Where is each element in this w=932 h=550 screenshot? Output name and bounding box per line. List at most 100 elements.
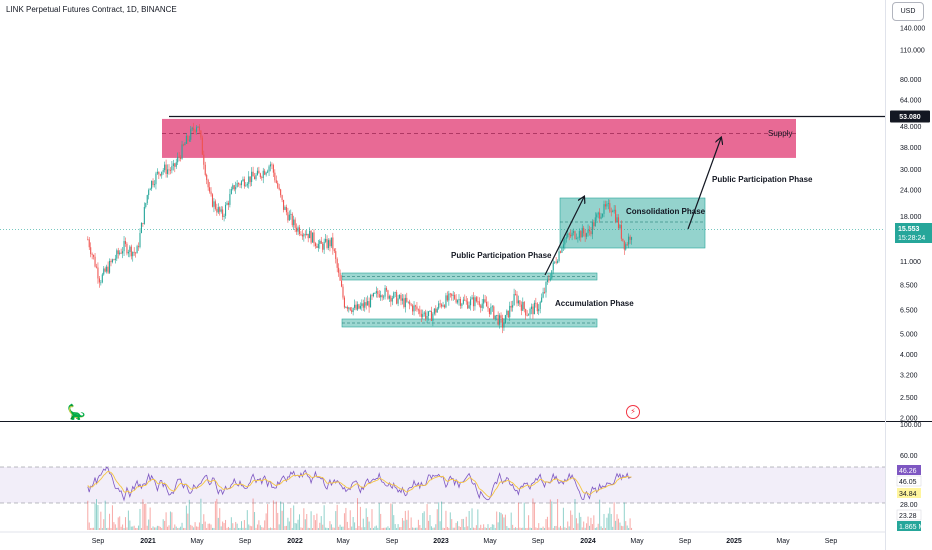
- volume-bar: [403, 520, 405, 530]
- lightning-icon[interactable]: ⚡: [626, 405, 640, 419]
- candle-body: [436, 308, 438, 313]
- candle-body: [445, 295, 447, 308]
- volume-bar: [526, 527, 528, 530]
- candle-body: [159, 174, 161, 176]
- volume-bar: [325, 527, 327, 530]
- candle-body: [91, 254, 93, 255]
- volume-bar: [509, 527, 511, 530]
- volume-bar: [290, 507, 292, 530]
- volume-bar: [430, 526, 432, 530]
- candle-body: [210, 191, 212, 195]
- volume-bar: [95, 499, 97, 530]
- volume-bar: [457, 521, 459, 530]
- price-tick-label: 5.000: [900, 331, 918, 338]
- candle-body: [543, 291, 546, 293]
- candle-body: [500, 315, 502, 318]
- volume-bar: [300, 527, 302, 530]
- candle-body: [278, 187, 280, 190]
- candle-body: [630, 237, 633, 240]
- candle-body: [567, 233, 569, 238]
- volume-bar: [354, 522, 356, 530]
- time-tick-label: 2021: [140, 538, 156, 545]
- candle-body: [297, 227, 299, 232]
- candle-body: [339, 272, 341, 281]
- candle-body: [140, 222, 142, 234]
- candle-body: [367, 301, 369, 306]
- candle-body: [200, 130, 202, 138]
- arrow-public-participation-1: [544, 197, 584, 276]
- candle-body: [252, 171, 254, 177]
- volume-bar: [100, 511, 102, 530]
- volume-bar: [93, 527, 95, 530]
- indicator-tick-label: 60.00: [900, 453, 918, 460]
- volume-bar: [584, 527, 586, 530]
- candle-body: [610, 211, 612, 213]
- candle-body: [155, 173, 157, 185]
- volume-bar: [390, 503, 392, 530]
- candle-body: [327, 240, 330, 248]
- candle-body: [414, 305, 417, 307]
- volume-bar: [207, 523, 209, 530]
- volume-bar: [267, 504, 269, 530]
- time-tick-label: May: [776, 538, 790, 545]
- annotation-public-participation-2: Public Participation Phase: [712, 175, 813, 184]
- volume-bar: [416, 527, 418, 530]
- volume-bar: [142, 499, 144, 530]
- volume-bar: [449, 512, 451, 530]
- candle-body: [620, 224, 622, 239]
- volume-bar: [551, 501, 553, 530]
- candle-body: [164, 164, 166, 171]
- volume-bar: [412, 527, 414, 530]
- volume-bar: [272, 500, 274, 530]
- volume-bar: [623, 502, 625, 530]
- volume-bar: [119, 516, 121, 530]
- volume-bar: [515, 527, 517, 530]
- volume-bar: [378, 503, 380, 530]
- time-tick-label: May: [483, 538, 497, 545]
- volume-bar: [599, 499, 601, 530]
- candle-body: [142, 222, 144, 224]
- volume-bar: [281, 510, 283, 530]
- candle-body: [242, 179, 244, 182]
- volume-bar: [90, 527, 92, 530]
- candle-body: [342, 286, 344, 298]
- volume-bar: [542, 526, 544, 530]
- volume-bar: [401, 518, 403, 530]
- candle-body: [352, 307, 354, 313]
- volume-bar: [182, 527, 184, 530]
- candle-body: [499, 315, 501, 325]
- candle-body: [259, 173, 261, 178]
- volume-bar: [236, 523, 238, 530]
- candle-body: [248, 176, 250, 184]
- volume-bar: [399, 527, 401, 530]
- volume-bar: [603, 513, 605, 530]
- candle-body: [227, 202, 229, 205]
- volume-bar: [520, 527, 522, 530]
- volume-bar: [319, 522, 321, 530]
- volume-bar: [600, 526, 602, 530]
- volume-bar: [455, 522, 457, 530]
- volume-bar: [417, 519, 419, 530]
- candle-body: [596, 214, 598, 218]
- candle-body: [311, 232, 314, 243]
- candle-body: [474, 297, 476, 307]
- volume-bar: [493, 524, 495, 530]
- volume-bar: [448, 527, 450, 530]
- candle-body: [222, 209, 224, 217]
- candle-body: [564, 238, 566, 245]
- candle-body: [427, 311, 430, 316]
- dinosaur-icon[interactable]: 🦕: [67, 404, 86, 421]
- currency-button[interactable]: USD: [892, 2, 924, 21]
- candle-body: [265, 172, 267, 175]
- volume-bar: [198, 522, 200, 530]
- volume-bar: [288, 521, 290, 530]
- price-tick-label: 48.000: [900, 124, 922, 131]
- candle-body: [533, 302, 535, 315]
- volume-bar: [336, 504, 338, 530]
- candle-body: [198, 126, 200, 131]
- candle-body: [103, 268, 105, 275]
- volume-bar: [368, 521, 370, 530]
- volume-bar: [419, 525, 421, 530]
- candle-body: [255, 174, 257, 180]
